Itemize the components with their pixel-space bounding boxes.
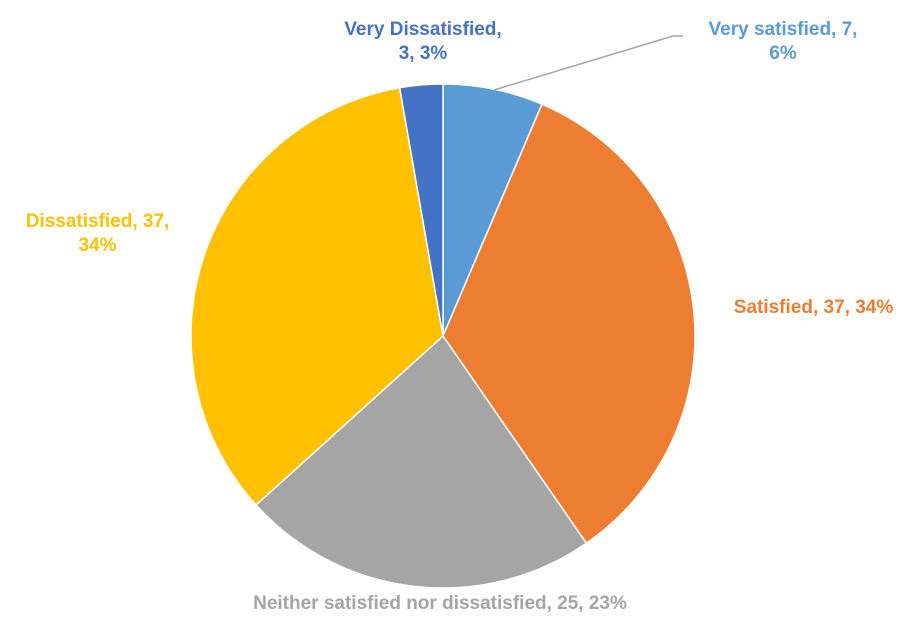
data-label-neither: Neither satisfied nor dissatisfied, 25, … <box>253 593 627 614</box>
data-label-dissatisfied: Dissatisfied, 37, 34% <box>25 211 170 256</box>
pie-slice-neither-satisfied-nor-dissatisfied <box>254 334 588 589</box>
pie-slices <box>190 83 696 589</box>
pie-slice-very-dissatisfied <box>398 83 444 337</box>
pie-slice-satisfied <box>442 103 696 545</box>
data-label-very-dissatisfied: Very Dissatisfied, 3, 3% <box>344 19 502 64</box>
data-label-satisfied: Satisfied, 37, 34% <box>733 297 894 318</box>
pie-slice-dissatisfied <box>190 86 444 507</box>
data-label-very-satisfied: Very satisfied, 7, 6% <box>708 19 858 64</box>
leader-line-very-satisfied <box>493 35 683 91</box>
